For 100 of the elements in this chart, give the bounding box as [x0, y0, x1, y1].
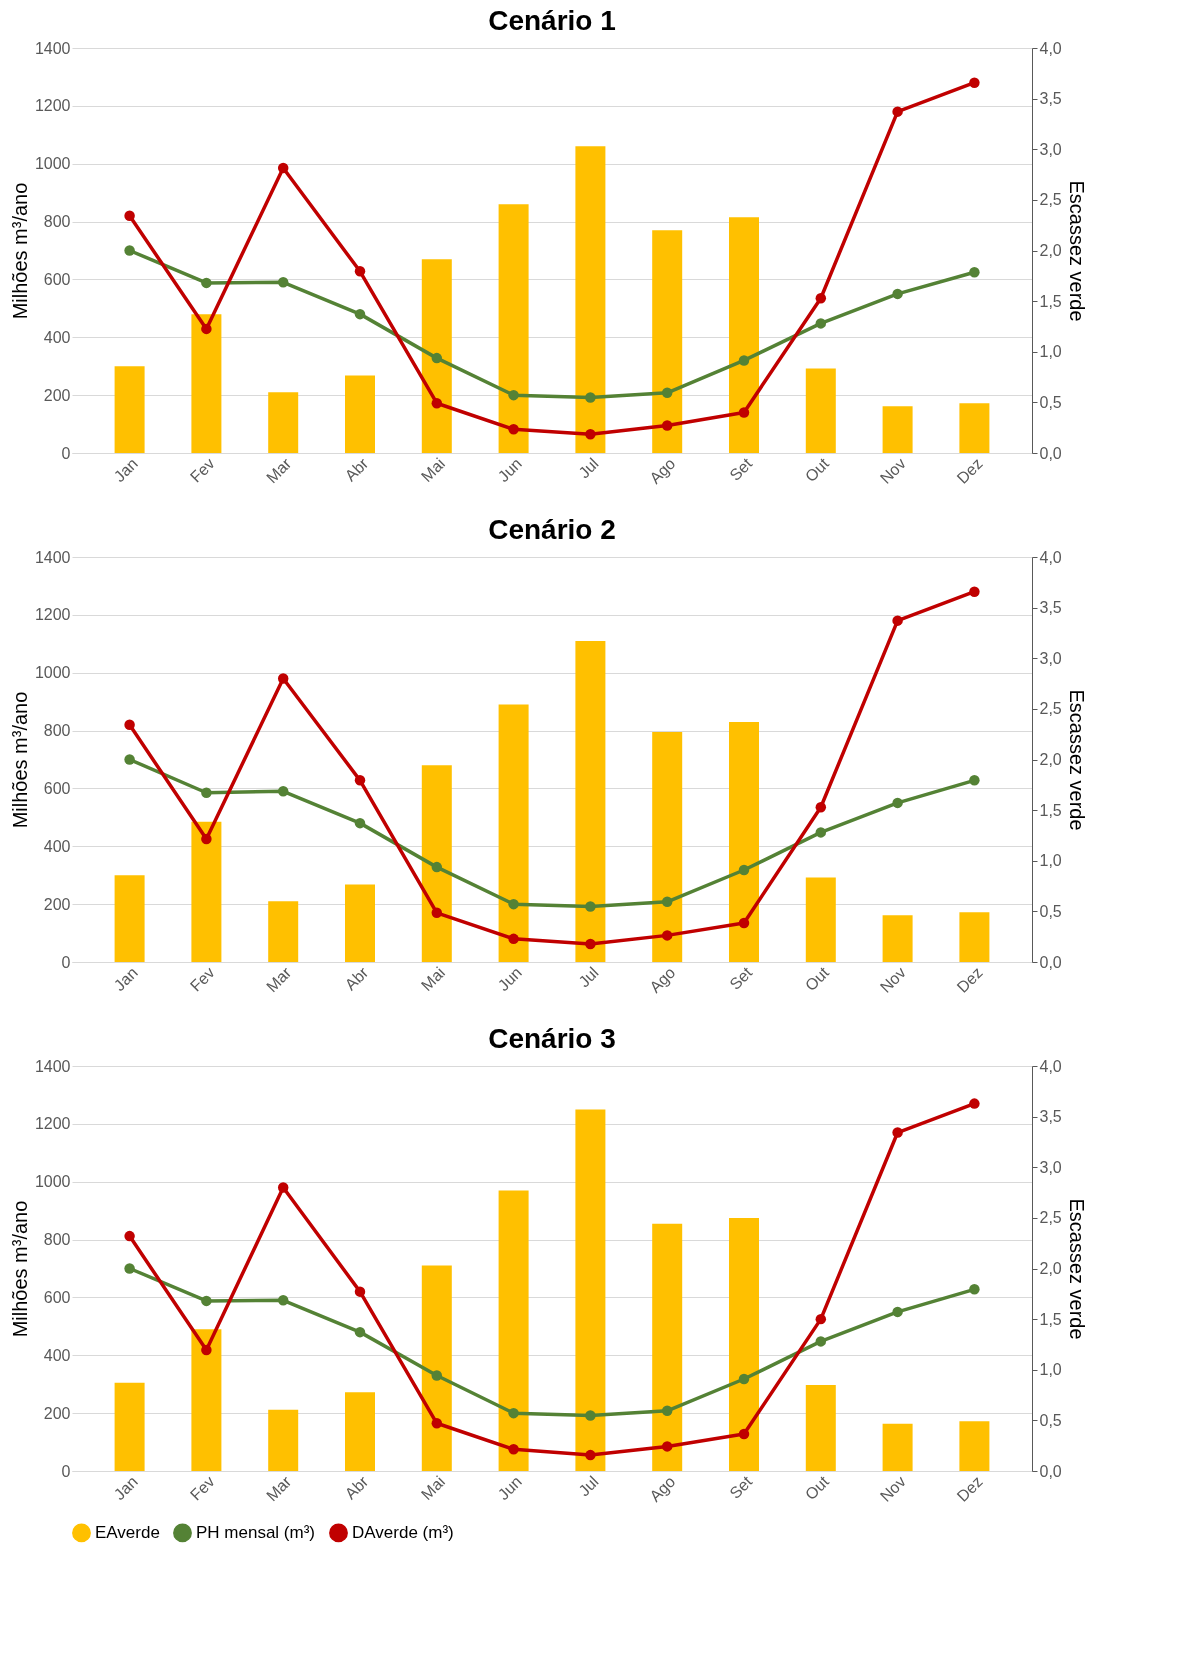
bar — [652, 732, 683, 962]
point — [892, 797, 903, 809]
chart-title: Cenário 2 — [488, 514, 616, 545]
y-axis-title: Milhões m³/ano — [8, 1200, 31, 1338]
y2-tick-label: 3,5 — [1039, 1108, 1062, 1126]
point — [431, 861, 443, 873]
bar — [805, 877, 836, 962]
y2-tick-label: 0,0 — [1039, 953, 1062, 971]
point — [201, 1344, 212, 1356]
y-tick-label: 200 — [43, 895, 71, 913]
point — [508, 898, 519, 910]
y-tick-label: 1400 — [34, 548, 71, 566]
x-tick-label: Abr — [341, 1472, 372, 1503]
x-tick-label: Abr — [341, 454, 372, 485]
bar — [498, 1190, 529, 1471]
x-tick-label: Jul — [575, 963, 602, 991]
y2-axis-title: Escassez verde — [1065, 180, 1088, 322]
y-tick-label: 1200 — [34, 97, 71, 115]
bar — [882, 1423, 913, 1471]
point — [815, 827, 827, 838]
bar — [805, 368, 836, 453]
y-tick-label: 1200 — [34, 1115, 71, 1133]
x-tick-label: Jan — [110, 1472, 141, 1504]
x-tick-label: Nov — [876, 1472, 909, 1505]
x-tick-label: Ago — [646, 963, 679, 996]
bar — [421, 259, 452, 453]
point — [969, 77, 980, 88]
point — [661, 387, 673, 399]
y-tick-label: 400 — [43, 328, 71, 346]
bar — [729, 1217, 759, 1471]
point — [277, 1295, 289, 1306]
x-tick-label: Fev — [186, 454, 218, 486]
y-tick-label: 1200 — [34, 606, 71, 624]
y-axis-title: Milhões m³/ano — [8, 691, 31, 829]
y2-tick-label: 1,0 — [1039, 852, 1062, 870]
x-tick-label: Dez — [953, 454, 986, 487]
point — [201, 833, 212, 845]
bar — [652, 1223, 683, 1471]
y2-tick-label: 3,0 — [1039, 140, 1062, 158]
bar — [652, 230, 683, 453]
bar — [959, 403, 990, 453]
y2-tick-label: 2,5 — [1039, 700, 1062, 718]
bar — [498, 204, 529, 453]
bar — [268, 1409, 299, 1471]
x-tick-label: Jun — [494, 963, 525, 995]
bar — [882, 406, 913, 453]
point — [661, 1405, 673, 1417]
x-tick-label: Mar — [263, 963, 295, 996]
point — [815, 293, 827, 304]
point — [354, 1326, 366, 1338]
point — [738, 864, 750, 876]
point — [969, 1098, 980, 1109]
y2-tick-label: 1,5 — [1039, 1310, 1062, 1328]
bar — [729, 217, 759, 453]
point — [201, 787, 212, 798]
bar — [114, 1382, 145, 1471]
point — [815, 318, 827, 329]
y-tick-label: 1000 — [34, 664, 71, 682]
x-tick-label: Set — [726, 454, 756, 484]
bar — [575, 1109, 606, 1471]
y2-tick-label: 3,0 — [1039, 1158, 1062, 1176]
point — [431, 1370, 443, 1381]
x-tick-label: Jan — [110, 963, 141, 995]
y-tick-label: 400 — [43, 837, 71, 855]
bar — [191, 1329, 222, 1471]
bar — [575, 146, 606, 453]
y2-tick-label: 2,0 — [1039, 1260, 1062, 1277]
point — [431, 352, 443, 364]
point — [969, 775, 980, 786]
point — [892, 615, 903, 626]
point — [585, 428, 596, 440]
point — [354, 308, 366, 320]
y2-tick-label: 4,0 — [1039, 548, 1062, 566]
y2-tick-label: 2,5 — [1039, 191, 1062, 209]
bar — [268, 392, 299, 453]
y-tick-label: 1400 — [34, 1057, 71, 1075]
point — [124, 719, 135, 731]
point — [585, 392, 596, 403]
y-tick-label: 0 — [61, 1462, 71, 1480]
point — [354, 817, 366, 829]
bar — [191, 314, 222, 453]
y-tick-label: 400 — [43, 1346, 71, 1364]
x-tick-label: Mai — [417, 1472, 449, 1504]
point — [277, 162, 289, 174]
y-tick-label: 800 — [43, 722, 71, 740]
x-tick-label: Out — [801, 1472, 833, 1504]
point — [124, 1263, 135, 1274]
x-tick-label: Jul — [575, 454, 602, 482]
bar — [114, 875, 145, 962]
bar — [882, 915, 913, 962]
y-tick-label: 0 — [61, 444, 71, 462]
y-tick-label: 1000 — [34, 155, 71, 173]
x-tick-label: Mai — [417, 963, 449, 995]
y2-tick-label: 3,0 — [1039, 649, 1062, 667]
point — [585, 1449, 596, 1461]
y-tick-label: 800 — [43, 1231, 71, 1249]
y-tick-label: 200 — [43, 1404, 71, 1422]
x-tick-label: Fev — [186, 1472, 218, 1504]
y2-axis-title: Escassez verde — [1065, 1198, 1088, 1340]
point — [738, 1373, 750, 1385]
